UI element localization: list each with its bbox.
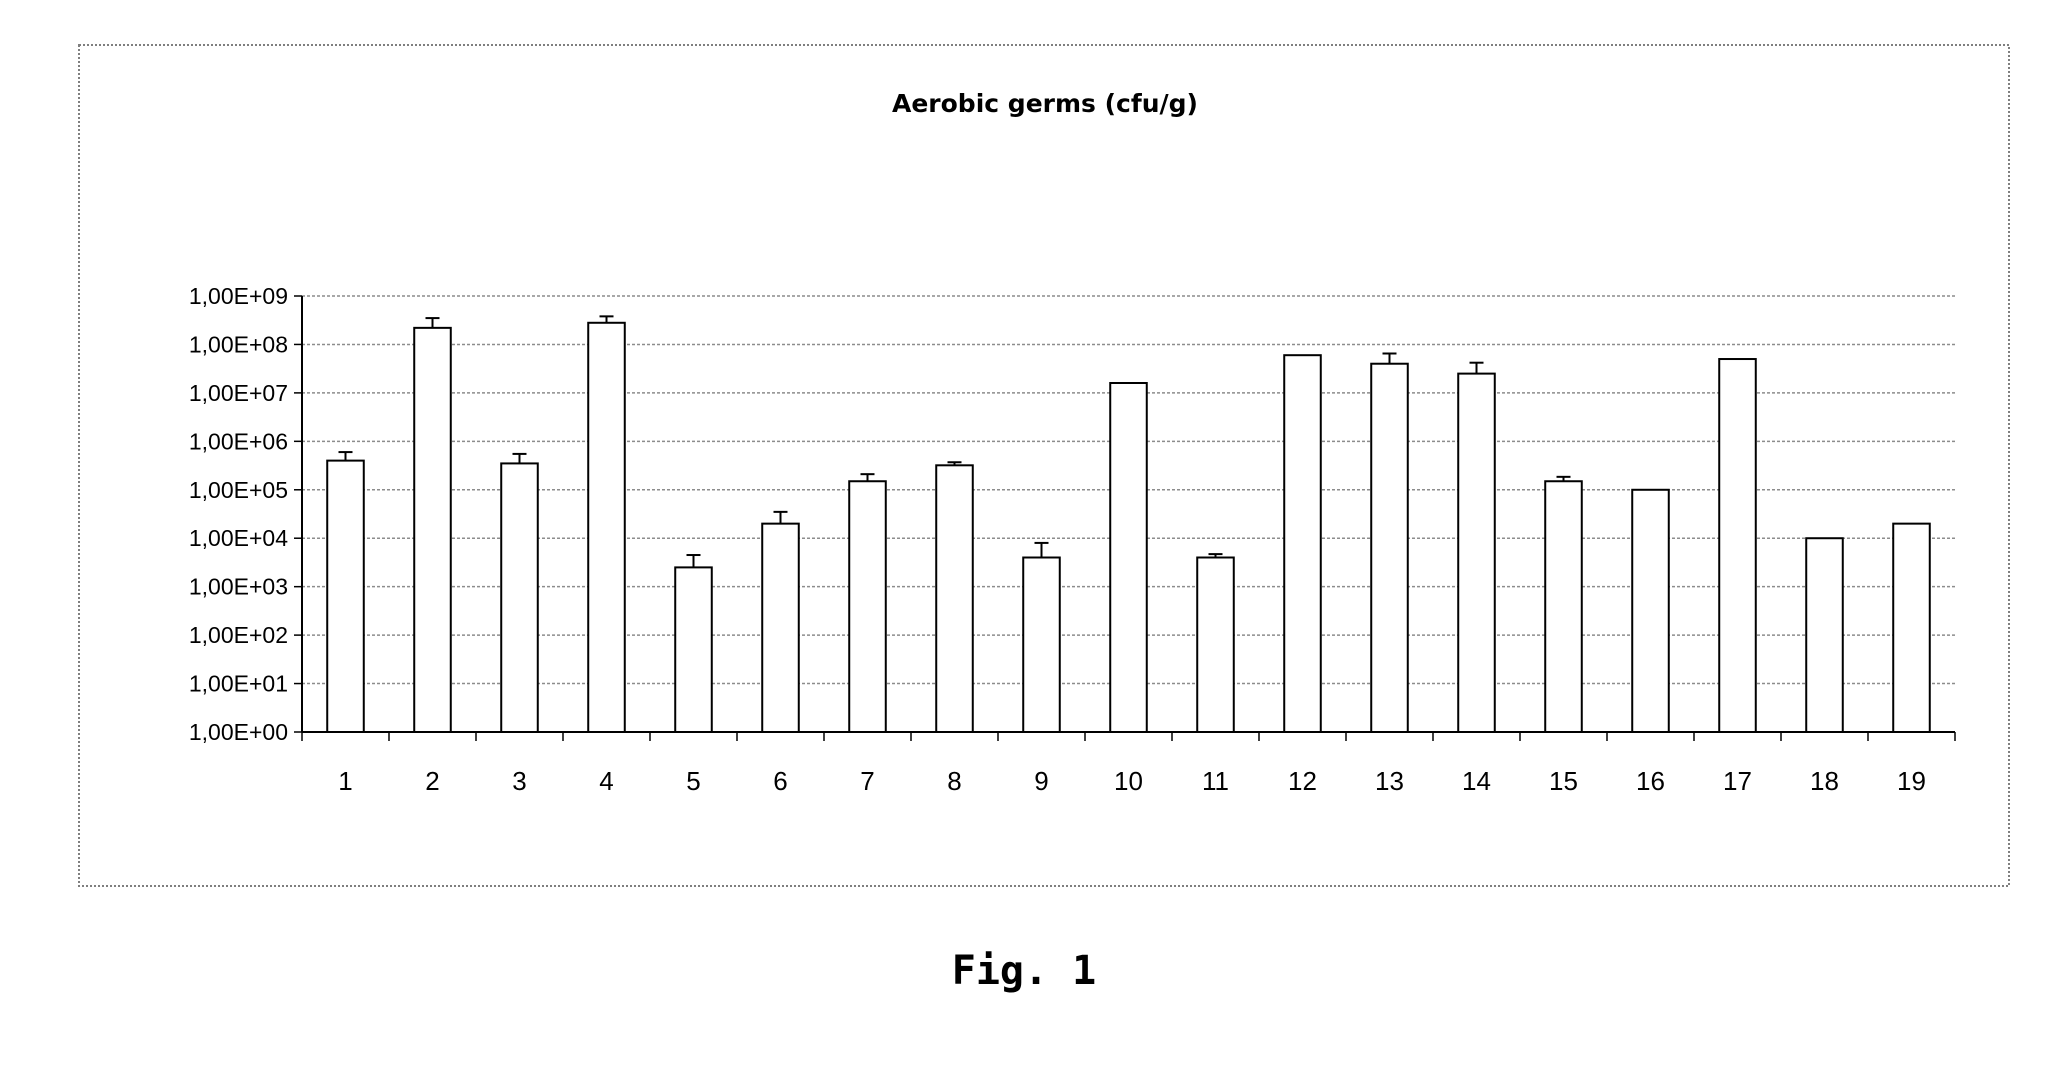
x-tick-label: 5 (686, 766, 700, 796)
bar (675, 567, 712, 732)
bar (1893, 524, 1930, 732)
x-tick-label: 8 (947, 766, 961, 796)
bar (1371, 364, 1408, 732)
x-tick-label: 19 (1897, 766, 1926, 796)
x-tick-label: 16 (1636, 766, 1665, 796)
x-tick-label: 1 (338, 766, 352, 796)
bar (849, 481, 886, 732)
figure-caption: Fig. 1 (0, 948, 2048, 994)
bar (1458, 374, 1495, 732)
bar (1719, 359, 1756, 732)
y-tick-label: 1,00E+02 (189, 622, 288, 648)
y-tick-label: 1,00E+07 (189, 380, 288, 406)
bar (1023, 558, 1060, 732)
bar (1545, 481, 1582, 732)
bar (1197, 558, 1234, 732)
x-tick-label: 15 (1549, 766, 1578, 796)
x-tick-label: 4 (599, 766, 613, 796)
bar (501, 463, 538, 732)
x-tick-label: 18 (1810, 766, 1839, 796)
x-tick-label: 11 (1202, 766, 1229, 796)
y-tick-label: 1,00E+05 (189, 477, 288, 503)
bar (588, 323, 625, 732)
x-tick-label: 7 (860, 766, 874, 796)
x-tick-label: 14 (1462, 766, 1491, 796)
bar (936, 465, 973, 732)
x-tick-label: 6 (773, 766, 787, 796)
bar (1110, 383, 1147, 732)
bar (1632, 490, 1669, 732)
x-tick-label: 10 (1114, 766, 1143, 796)
bar (1806, 538, 1843, 732)
y-tick-label: 1,00E+00 (189, 719, 288, 745)
x-tick-label: 12 (1288, 766, 1317, 796)
y-tick-label: 1,00E+01 (189, 671, 288, 697)
bar (414, 328, 451, 732)
bar (327, 461, 364, 732)
bar (1284, 355, 1321, 732)
y-tick-label: 1,00E+03 (189, 574, 288, 600)
y-tick-label: 1,00E+08 (189, 331, 288, 357)
x-tick-label: 9 (1034, 766, 1048, 796)
x-tick-label: 2 (425, 766, 439, 796)
x-tick-label: 13 (1375, 766, 1404, 796)
y-tick-label: 1,00E+06 (189, 428, 288, 454)
y-tick-label: 1,00E+04 (189, 525, 288, 551)
x-tick-label: 17 (1723, 766, 1752, 796)
x-tick-label: 3 (512, 766, 526, 796)
bar (762, 524, 799, 732)
chart-title: Aerobic germs (cfu/g) (892, 89, 1198, 118)
y-tick-label: 1,00E+09 (189, 283, 288, 309)
